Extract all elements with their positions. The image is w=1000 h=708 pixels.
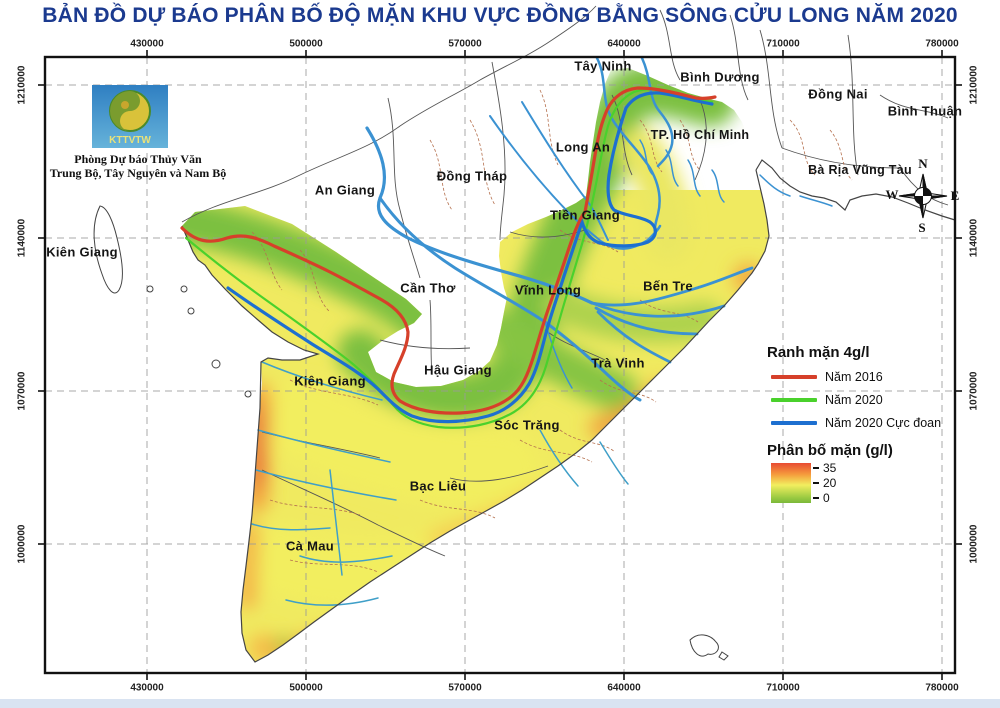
line-2016 — [180, 86, 717, 415]
rivers — [251, 56, 833, 606]
publisher-line1: Phòng Dự báo Thủy Văn — [74, 152, 202, 166]
x-axis-tick-label: 570000 — [448, 682, 482, 694]
y-axis-tick-label: 1140000 — [16, 218, 28, 258]
legend-item-2016: Năm 2016 — [763, 365, 955, 388]
x-axis-tick-label: 430000 — [130, 38, 164, 50]
publisher-line2: Trung Bộ, Tây Nguyên và Nam Bộ — [49, 166, 227, 180]
y-axis-tick-label: 1210000 — [16, 65, 28, 105]
x-axis-tick-label: 500000 — [289, 682, 323, 694]
salinity-scale-ticks: 35 20 0 — [813, 461, 836, 505]
y-axis-tick-label: 1140000 — [968, 218, 980, 258]
compass-rose: N S E W — [886, 156, 960, 235]
scale-tick: 0 — [813, 491, 836, 505]
province-label-tien-giang: Tiền Giang — [550, 207, 620, 223]
scale-tick-label: 20 — [823, 476, 837, 490]
province-label-tra-vinh: Trà Vinh — [591, 355, 645, 371]
bottom-strip — [0, 699, 1000, 708]
legend-item-2020: Năm 2020 — [763, 388, 955, 411]
x-axis-tick-label: 640000 — [607, 682, 641, 694]
islands — [93, 205, 729, 661]
x-axis-tick-label: 780000 — [925, 682, 959, 694]
scale-tick: 35 — [813, 461, 836, 475]
province-label-vinh-long: Vĩnh Long — [514, 282, 582, 298]
province-label-soc-trang: Sóc Trăng — [494, 417, 560, 433]
province-label-bac-lieu: Bạc Liêu — [409, 478, 467, 494]
legend-item-2020-extreme: Năm 2020 Cực đoan — [763, 411, 955, 434]
tick-dash — [813, 497, 819, 499]
y-axis-tick-label: 1070000 — [968, 371, 980, 411]
legend-item-label: Năm 2020 Cực đoan — [825, 415, 942, 430]
province-label-dong-nai: Đồng Nai — [808, 86, 868, 102]
graticule — [45, 57, 955, 673]
province-label-long-an: Long An — [555, 139, 611, 155]
legend-item-label: Năm 2016 — [825, 369, 883, 384]
agency-logo: KTTVTW — [92, 85, 168, 148]
province-label-tay-ninh: Tây Ninh — [574, 58, 632, 74]
legend-line-2020-extreme-swatch — [771, 420, 817, 425]
province-label-ba-ria-vung-tau: Bà Rịa Vũng Tàu — [808, 163, 912, 177]
logo-acronym: KTTVTW — [109, 135, 151, 146]
con-dao-islands — [689, 634, 719, 657]
x-axis-tick-label: 710000 — [766, 682, 800, 694]
map-frame — [38, 50, 962, 680]
legend-line-2016-swatch — [771, 374, 817, 379]
tick-dash — [813, 467, 819, 469]
province-label-ca-mau: Cà Mau — [285, 538, 335, 554]
coastline — [181, 159, 956, 663]
province-label-hau-giang: Hậu Giang — [424, 362, 492, 378]
publisher-name: Phòng Dự báo Thủy Văn Trung Bộ, Tây Nguy… — [38, 152, 238, 180]
line-2020 — [184, 88, 714, 429]
legend: Ranh mặn 4g/l Năm 2016 Năm 2020 Năm 2020… — [763, 344, 955, 505]
x-axis-tick-label: 640000 — [607, 38, 641, 50]
salinity-scale: 35 20 0 — [771, 461, 955, 505]
x-axis-tick-label: 430000 — [130, 682, 164, 694]
compass-n: N — [918, 156, 928, 171]
map-title: BẢN ĐỒ DỰ BÁO PHÂN BỐ ĐỘ MẶN KHU VỰC ĐỒN… — [42, 4, 958, 27]
compass-w: W — [886, 187, 899, 202]
legend-boundary-title: Ranh mặn 4g/l — [767, 344, 870, 361]
x-axis-tick-label: 710000 — [766, 38, 800, 50]
y-axis-tick-label: 1070000 — [16, 371, 28, 411]
province-label-kien-giang: Kiên Giang — [294, 373, 366, 389]
province-label-ben-tre: Bến Tre — [643, 278, 693, 294]
phu-quoc-island — [93, 205, 123, 294]
line-2020-extreme — [226, 91, 714, 424]
district-borders — [251, 89, 853, 573]
province-label-binh-duong: Bình Dương — [680, 69, 760, 85]
province-label-an-giang: An Giang — [314, 182, 376, 198]
compass-s: S — [918, 220, 925, 235]
salinity-lines — [180, 86, 717, 429]
province-label-kien-giang-west: Kiên Giang — [46, 244, 118, 260]
y-axis-tick-label: 1000000 — [968, 524, 980, 564]
x-axis-tick-label: 780000 — [925, 38, 959, 50]
salinity-gradient-bar — [771, 463, 811, 503]
legend-scale-title: Phân bố mặn (g/l) — [767, 442, 893, 459]
y-axis-tick-label: 1000000 — [16, 524, 28, 564]
scale-tick: 20 — [813, 476, 836, 490]
scale-tick-label: 0 — [823, 491, 830, 505]
tick-dash — [813, 482, 819, 484]
province-label-binh-thuan: Bình Thuận — [887, 103, 963, 119]
x-axis-tick-label: 500000 — [289, 38, 323, 50]
y-axis-tick-label: 1210000 — [968, 65, 980, 105]
legend-item-label: Năm 2020 — [825, 392, 883, 407]
province-label-can-tho: Cần Thơ — [400, 280, 456, 296]
province-label-tp-ho-chi-minh: TP. Hồ Chí Minh — [650, 128, 750, 142]
legend-line-2020-swatch — [771, 397, 817, 402]
scale-tick-label: 35 — [823, 461, 837, 475]
x-axis-tick-label: 570000 — [448, 38, 482, 50]
province-label-dong-thap: Đồng Tháp — [436, 168, 508, 184]
